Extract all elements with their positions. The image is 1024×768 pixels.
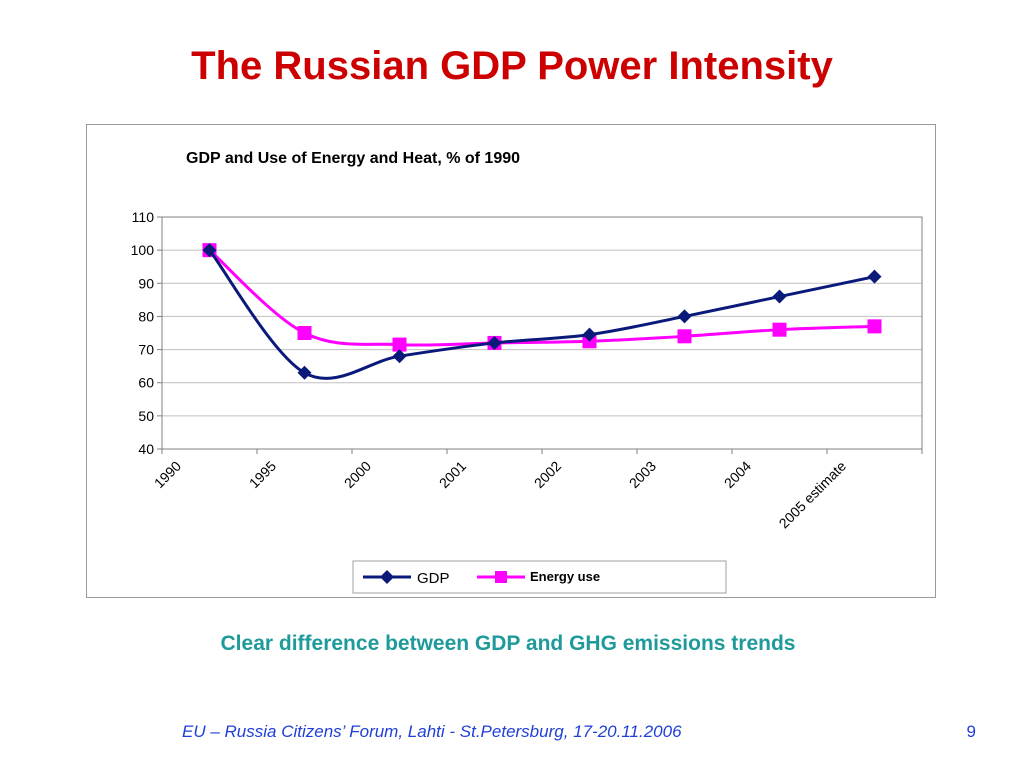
gdp-point [392, 349, 407, 364]
gdp-point [867, 269, 882, 284]
legend-box [352, 560, 727, 594]
legend-gdp-marker [380, 570, 394, 584]
page-number: 9 [966, 722, 976, 741]
energy-use-point [867, 319, 882, 334]
legend-energy-label: Energy use [530, 569, 600, 584]
x-tick-label: 1990 [151, 458, 184, 491]
gdp-line [208, 249, 875, 380]
legend-gdp-label: GDP [417, 570, 450, 587]
slide-caption: Clear difference between GDP and GHG emi… [220, 632, 796, 655]
x-tick-label: 2001 [436, 458, 469, 491]
gdp-point [582, 327, 597, 342]
x-tick-label: 2005 estimate [776, 458, 850, 532]
gdp-point [677, 309, 692, 324]
gdp-point [297, 365, 312, 380]
energy-use-point [297, 326, 312, 340]
y-tick-label: 100 [131, 242, 155, 258]
x-tick-label: 1995 [246, 458, 279, 491]
x-tick-label: 2000 [341, 458, 374, 491]
y-tick-label: 50 [138, 408, 154, 424]
footer-text: EU – Russia Citizens’ Forum, Lahti - St.… [182, 722, 682, 741]
slide-title: The Russian GDP Power Intensity [191, 44, 833, 88]
y-tick-label: 90 [138, 275, 154, 291]
energy-use-point [392, 337, 407, 352]
y-axis-ticks: 40 50 60 70 80 90 100 110 [131, 209, 162, 457]
y-tick-label: 60 [138, 375, 154, 391]
x-axis-ticks: 1990 1995 2000 2001 2002 2003 2004 2005 estimat… [151, 449, 923, 532]
chart-svg: GDP and Use of Energy and Heat, % of 199… [131, 150, 923, 594]
chart-frame: GDP and Use of Energy and Heat, % of 199… [86, 124, 936, 598]
x-tick-label: 2003 [626, 458, 659, 491]
x-tick-label: 2002 [531, 458, 564, 491]
plot-area [161, 216, 923, 450]
gdp-point [202, 243, 217, 258]
legend-energy-marker [495, 571, 507, 583]
y-tick-label: 80 [138, 308, 154, 324]
chart-title: GDP and Use of Energy and Heat, % of 199… [186, 150, 520, 167]
x-tick-label: 2004 [721, 458, 754, 491]
y-tick-label: 110 [132, 209, 155, 225]
y-tick-label: 40 [138, 441, 154, 457]
energy-use-point [772, 322, 787, 337]
energy-use-point [677, 329, 692, 344]
gdp-point [487, 335, 502, 350]
gridlines [162, 216, 922, 417]
series-layer [202, 243, 882, 380]
legend: GDP Energy use [352, 560, 727, 594]
gdp-point [772, 289, 787, 304]
y-tick-label: 70 [138, 342, 154, 358]
